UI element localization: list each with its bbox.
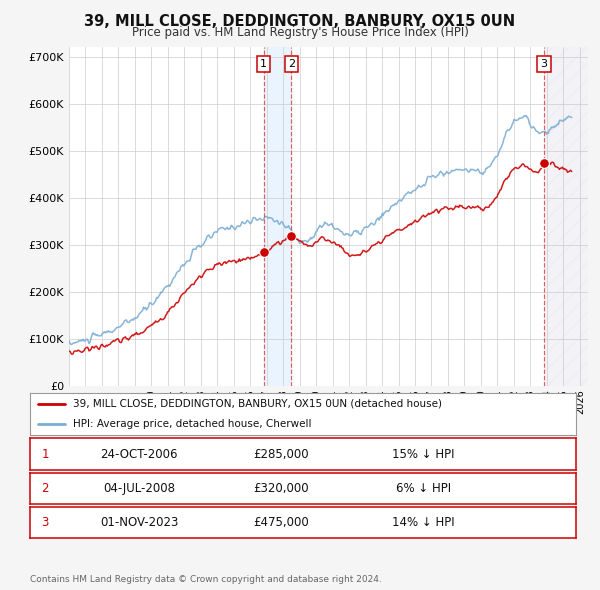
Text: 6% ↓ HPI: 6% ↓ HPI	[395, 481, 451, 495]
Text: 1: 1	[41, 447, 49, 461]
Text: HPI: Average price, detached house, Cherwell: HPI: Average price, detached house, Cher…	[73, 419, 311, 430]
Text: 01-NOV-2023: 01-NOV-2023	[100, 516, 178, 529]
Bar	[544, 47, 588, 386]
Text: £285,000: £285,000	[253, 447, 309, 461]
Text: 15% ↓ HPI: 15% ↓ HPI	[392, 447, 454, 461]
Text: £475,000: £475,000	[253, 516, 309, 529]
Text: 2: 2	[288, 59, 295, 69]
Text: 39, MILL CLOSE, DEDDINGTON, BANBURY, OX15 0UN (detached house): 39, MILL CLOSE, DEDDINGTON, BANBURY, OX1…	[73, 399, 442, 409]
Text: 2: 2	[41, 481, 49, 495]
Text: Contains HM Land Registry data © Crown copyright and database right 2024.: Contains HM Land Registry data © Crown c…	[30, 575, 382, 584]
Text: 3: 3	[541, 59, 548, 69]
Text: 14% ↓ HPI: 14% ↓ HPI	[392, 516, 454, 529]
Text: £320,000: £320,000	[253, 481, 309, 495]
Text: 1: 1	[260, 59, 267, 69]
Text: 39, MILL CLOSE, DEDDINGTON, BANBURY, OX15 0UN: 39, MILL CLOSE, DEDDINGTON, BANBURY, OX1…	[85, 14, 515, 28]
Text: 24-OCT-2006: 24-OCT-2006	[100, 447, 178, 461]
Text: 3: 3	[41, 516, 49, 529]
Bar	[263, 47, 292, 386]
Text: 04-JUL-2008: 04-JUL-2008	[103, 481, 175, 495]
Text: Price paid vs. HM Land Registry's House Price Index (HPI): Price paid vs. HM Land Registry's House …	[131, 26, 469, 39]
